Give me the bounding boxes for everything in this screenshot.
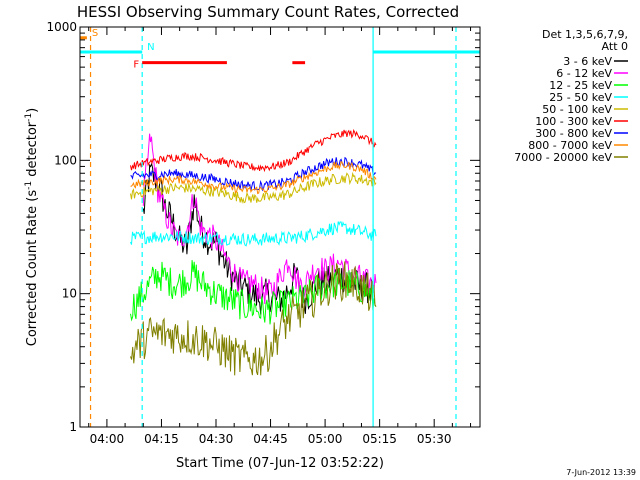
y-tick-label: 1 <box>69 420 77 434</box>
x-tick-label: 04:30 <box>199 432 234 446</box>
legend-label: 300 - 800 keV <box>535 127 612 140</box>
legend-label: 12 - 25 keV <box>549 79 612 92</box>
legend-label: 3 - 6 keV <box>563 55 612 68</box>
x-tick-label: 04:00 <box>90 432 125 446</box>
flag-label: N <box>147 42 154 53</box>
series-line <box>130 171 377 204</box>
series-line <box>130 260 377 325</box>
flag-label: F <box>133 60 139 71</box>
x-axis-label: Start Time (07-Jun-12 03:52:22) <box>176 456 384 471</box>
x-tick-label: 05:00 <box>308 432 343 446</box>
x-tick-label: 05:30 <box>417 432 452 446</box>
x-tick-label: 04:15 <box>144 432 179 446</box>
series-line <box>130 160 377 195</box>
legend-label: 7000 - 20000 keV <box>514 151 612 164</box>
series-line <box>130 128 377 173</box>
series-line <box>130 261 377 376</box>
legend-header: Det 1,3,5,6,7,9, <box>542 28 628 41</box>
y-tick-label: 10 <box>62 287 77 301</box>
legend-label: 100 - 300 keV <box>535 115 612 128</box>
y-tick-label: 100 <box>54 153 77 167</box>
series-line <box>130 221 377 247</box>
legend-label: 6 - 12 keV <box>556 67 612 80</box>
flag-label: S <box>92 28 98 39</box>
footer-date: 7-Jun-2012 13:39 <box>566 468 636 477</box>
y-tick-label: 1000 <box>46 20 77 34</box>
legend-header: Att 0 <box>602 40 628 53</box>
y-axis-label: Corrected Count Rate (s-1 detector-1) <box>24 108 40 346</box>
legend-label: 800 - 7000 keV <box>528 139 612 152</box>
legend-label: 25 - 50 keV <box>549 91 612 104</box>
x-tick-label: 05:15 <box>362 432 397 446</box>
legend-label: 50 - 100 keV <box>542 103 612 116</box>
x-tick-label: 04:45 <box>253 432 288 446</box>
chart-title: HESSI Observing Summary Count Rates, Cor… <box>77 3 459 21</box>
series-line <box>130 156 377 192</box>
plot-frame <box>79 26 481 428</box>
